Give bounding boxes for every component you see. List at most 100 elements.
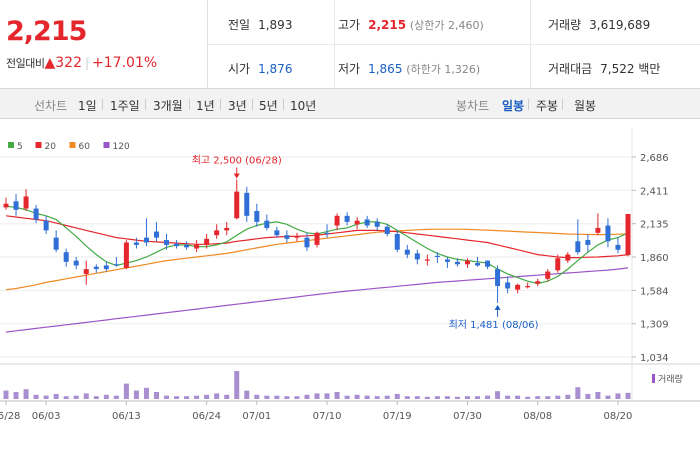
legend-label: 20 — [45, 142, 57, 152]
candle-body — [324, 232, 330, 234]
up-arrow-icon: ▲ — [44, 55, 56, 71]
line-chart-label: 선차트 — [34, 99, 68, 113]
candle-body — [103, 265, 109, 270]
volume-bar — [93, 396, 99, 399]
toolbar-divider — [528, 99, 529, 110]
candle-body — [214, 230, 220, 236]
candle-body — [314, 232, 320, 245]
candle-body — [394, 233, 400, 250]
stat-amount: 거래대금 7,522 백만 — [548, 60, 660, 77]
candle-body — [374, 221, 380, 227]
candle-body — [53, 237, 59, 250]
amount-unit: 백만 — [638, 62, 661, 76]
volume-bar — [264, 395, 270, 399]
toolbar-divider — [189, 99, 190, 110]
period-10y-button[interactable]: 10년 — [290, 99, 317, 113]
volume-bar — [585, 393, 591, 399]
daily-candle-button[interactable]: 일봉 — [502, 99, 525, 113]
volume-bar — [575, 387, 581, 399]
volume-bar — [555, 395, 561, 399]
volume-bar — [13, 392, 19, 399]
volume-bar — [535, 396, 541, 399]
candle-body — [334, 215, 340, 226]
low-annotation: 최저 1,481 (08/06) — [449, 319, 539, 331]
period-1y-button[interactable]: 1년 — [196, 99, 215, 113]
weekly-candle-button[interactable]: 주봉 — [536, 99, 559, 113]
low-arrow-head-icon — [494, 304, 501, 310]
legend-swatch — [103, 142, 110, 148]
volume-bar — [384, 395, 390, 399]
stat-label: 시가 — [228, 62, 251, 76]
toolbar-divider — [220, 99, 221, 110]
stat-label: 고가 — [338, 18, 361, 32]
volume-bar — [505, 395, 511, 399]
volume-bar — [224, 394, 230, 399]
x-tick-label: 06/03 — [32, 411, 61, 422]
monthly-candle-button[interactable]: 월봉 — [574, 99, 597, 113]
volume-bar — [394, 393, 400, 399]
volume-bar — [254, 394, 260, 399]
volume-bar — [314, 393, 320, 399]
volume-bar — [23, 389, 29, 399]
volume-bar — [595, 392, 601, 399]
price-summary: 2,215 전일대비▲322 | +17.01% 전일 1,893 시가 1,876 고… — [0, 0, 700, 88]
period-3m-button[interactable]: 3개월 — [153, 99, 183, 113]
change-separator: | — [85, 56, 90, 70]
x-tick-label: 05/28 — [0, 411, 20, 422]
stat-label: 저가 — [338, 62, 361, 76]
candle-body — [244, 192, 250, 216]
candle-body — [515, 284, 521, 290]
period-1d-button[interactable]: 1일 — [78, 99, 97, 113]
toolbar-divider — [283, 99, 284, 110]
candle-body — [475, 263, 481, 266]
stat-high: 고가 2,215 (상한가 2,460) — [338, 16, 484, 33]
toolbar-divider — [145, 99, 146, 110]
period-1w-button[interactable]: 1주일 — [110, 99, 140, 113]
volume-bar — [3, 390, 9, 399]
volume-bar — [525, 396, 531, 399]
candle-body — [434, 255, 440, 257]
volume-bar — [414, 396, 420, 399]
x-tick-label: 07/19 — [383, 411, 412, 422]
x-tick-label: 07/01 — [242, 411, 271, 422]
candle-body — [454, 261, 460, 265]
toolbar-divider — [252, 99, 253, 110]
volume-bar — [434, 396, 440, 399]
candle-body — [304, 237, 310, 248]
volume-bar — [475, 396, 481, 399]
y-tick-label: 1,034 — [640, 353, 669, 364]
candle-body — [344, 215, 350, 222]
candle-body — [83, 269, 89, 274]
volume-bar — [63, 396, 69, 399]
period-3y-button[interactable]: 3년 — [228, 99, 247, 113]
y-tick-label: 1,309 — [640, 320, 669, 331]
candle-body — [595, 227, 601, 233]
stat-row-divider — [208, 44, 700, 45]
candle-body — [254, 210, 260, 222]
period-5y-button[interactable]: 5년 — [259, 99, 278, 113]
candle-body — [414, 253, 420, 260]
candle-body — [585, 240, 591, 245]
stat-volume: 거래량 3,619,689 — [548, 16, 650, 33]
candle-body — [525, 286, 531, 288]
stat-value: 1,865 — [368, 62, 403, 76]
volume-bar — [344, 395, 350, 399]
volume-bar — [545, 396, 551, 399]
volume-legend-swatch — [652, 374, 655, 383]
candle-body — [274, 230, 280, 236]
volume-bar — [515, 395, 521, 399]
volume-bar — [495, 391, 501, 399]
candle-body — [13, 201, 19, 210]
stat-open: 시가 1,876 — [228, 60, 292, 77]
stock-chart[interactable]: 2,686 2,411 2,135 1,860 1,584 1,309 1,034 5 20 60… — [0, 119, 700, 450]
x-tick-label: 08/08 — [523, 411, 552, 422]
volume-bar — [113, 395, 119, 399]
volume-bar — [284, 396, 290, 399]
volume-bar — [334, 392, 340, 399]
candle-body — [3, 203, 9, 208]
candle-body — [485, 260, 491, 267]
candle-body — [23, 196, 29, 209]
y-tick-label: 2,135 — [640, 220, 669, 231]
change-percent: +17.01% — [92, 55, 158, 71]
volume-bar — [133, 390, 139, 399]
